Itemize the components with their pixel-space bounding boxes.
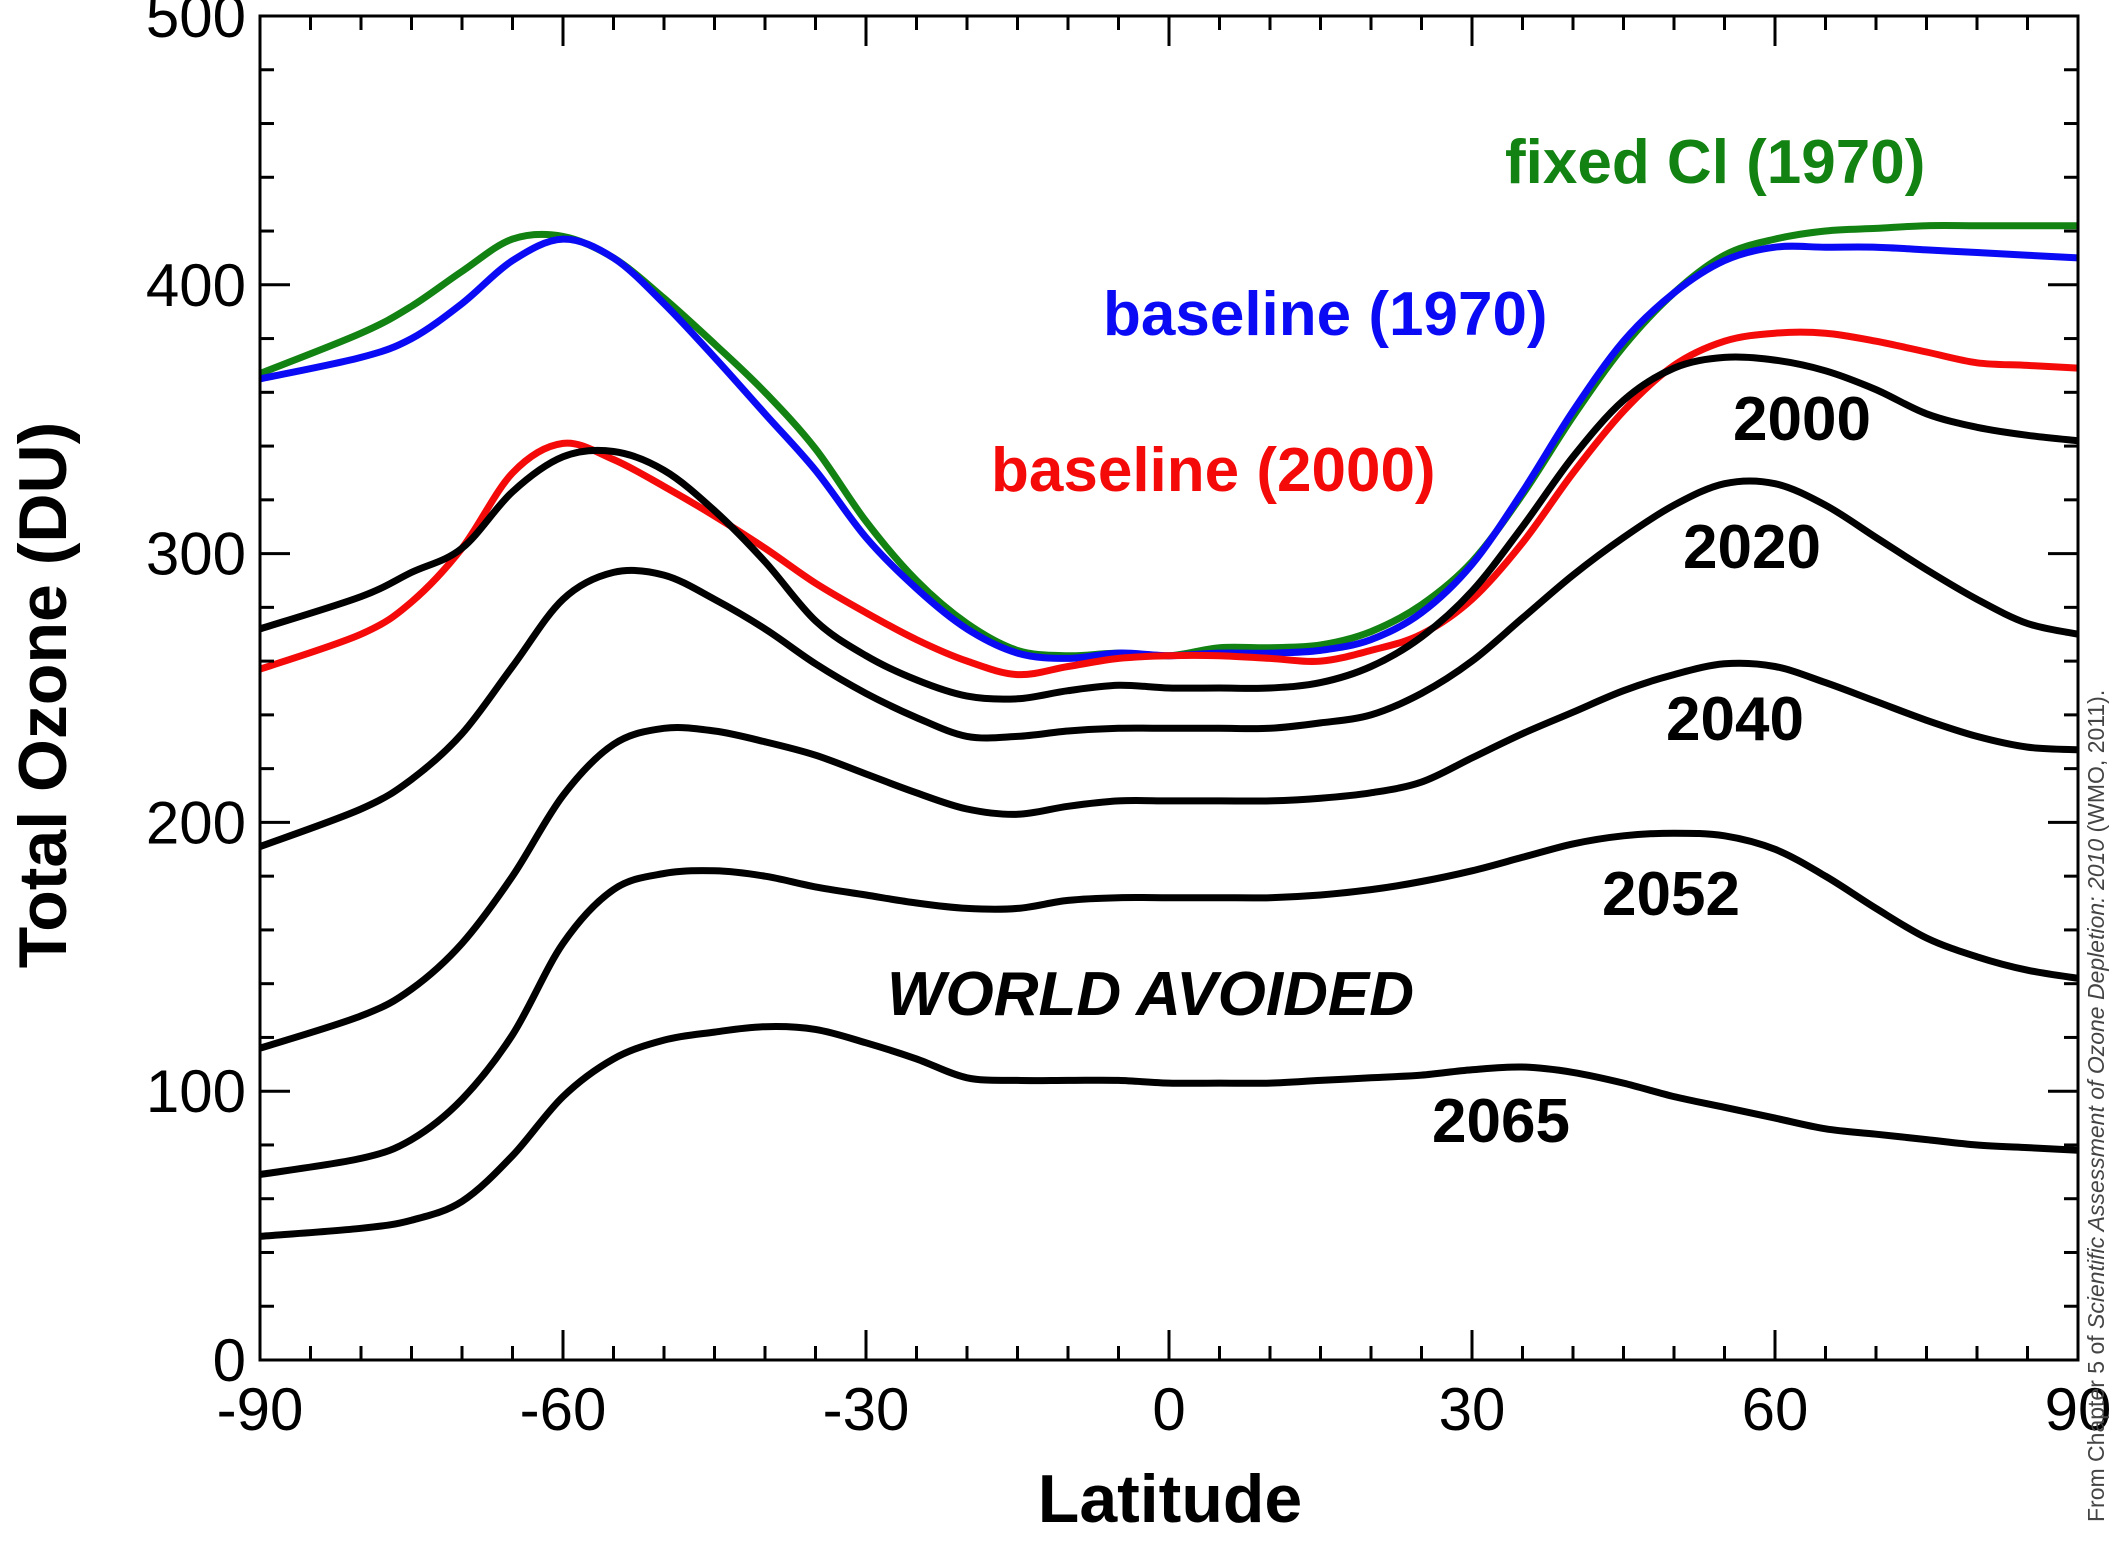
series-layer	[258, 221, 2079, 1240]
series-label-2040: 2040	[1666, 685, 1804, 754]
y-tick-label: 200	[146, 789, 246, 856]
series-line-2065	[259, 1023, 2079, 1240]
source-note: From Chapter 5 of Scientific Assessment …	[2083, 690, 2109, 1522]
x-tick-label: -90	[217, 1376, 304, 1443]
series-label-baseline-1970: baseline (1970)	[1103, 280, 1548, 349]
y-tick-label: 400	[146, 252, 246, 319]
y-tick-label: 0	[213, 1327, 246, 1394]
x-tick-label: 90	[2045, 1376, 2112, 1443]
world-avoided-annotation: WORLD AVOIDED	[887, 960, 1414, 1029]
series-line-2000	[258, 353, 2079, 703]
y-tick-label: 500	[146, 0, 246, 50]
source-note-suffix: (WMO, 2011).	[2083, 690, 2109, 839]
series-label-2020: 2020	[1683, 513, 1821, 582]
source-note-title: Scientific Assessment of Ozone Depletion…	[2083, 839, 2109, 1329]
x-tick-label: 0	[1152, 1376, 1185, 1443]
series-label-2000: 2000	[1733, 385, 1871, 454]
series-label-baseline-2000: baseline (2000)	[991, 436, 1436, 505]
series-line-2052	[259, 829, 2079, 1178]
y-axis-title: Total Ozone (DU)	[5, 422, 81, 968]
axes-layer	[258, 14, 2080, 1362]
series-label-2052: 2052	[1602, 860, 1740, 929]
tick-label-layer: -90 -60 -30 0 30 60 90 0 100 200 300 400 500	[146, 0, 2111, 1443]
y-tick-label: 100	[146, 1058, 246, 1125]
series-label-fixed-cl-1970: fixed Cl (1970)	[1505, 128, 1925, 197]
source-note-prefix: From Chapter 5 of	[2083, 1329, 2109, 1522]
x-tick-label: -30	[823, 1376, 910, 1443]
x-axis-title: Latitude	[1038, 1461, 1302, 1537]
y-tick-label: 300	[146, 521, 246, 588]
series-label-2065: 2065	[1432, 1087, 1570, 1156]
series-line-2040	[258, 659, 2079, 1052]
x-tick-label: 30	[1439, 1376, 1506, 1443]
series-line-2020	[258, 477, 2079, 850]
series-line-baseline-2000	[258, 328, 2079, 679]
x-tick-label: 60	[1742, 1376, 1809, 1443]
x-tick-label: -60	[520, 1376, 607, 1443]
